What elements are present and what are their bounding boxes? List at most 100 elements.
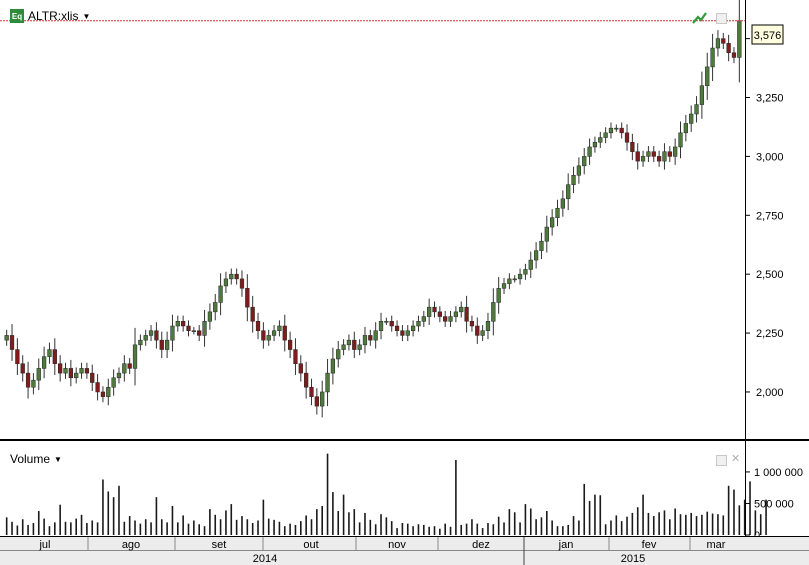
candle (710, 33, 715, 82)
candle-body (667, 151, 672, 157)
candle (555, 199, 560, 227)
candle-body (560, 198, 565, 209)
candle (68, 359, 73, 387)
candle (255, 312, 261, 340)
candle-body (528, 259, 533, 270)
volume-bar (497, 516, 500, 535)
maximize-icon[interactable] (716, 455, 727, 466)
last-price-label: 3,576 (754, 30, 782, 42)
candle-body (31, 379, 36, 388)
volume-bar (235, 519, 238, 535)
volume-bar (139, 523, 142, 535)
candle-body (710, 47, 715, 68)
candle-body (250, 306, 255, 322)
candle-body (726, 43, 731, 54)
candle-body (715, 38, 721, 49)
volume-bar (193, 520, 195, 535)
candle (100, 386, 106, 403)
month-label: ago (122, 539, 140, 551)
candle (544, 215, 549, 253)
candle (539, 232, 544, 260)
volume-bar (267, 518, 270, 535)
volume-bar (572, 516, 575, 535)
volume-bar (733, 489, 735, 535)
price-tick-label: 2,750 (756, 210, 784, 222)
candle-body (384, 321, 389, 323)
candle (410, 320, 416, 337)
green-trend-icon[interactable] (692, 11, 708, 25)
candle-body (475, 325, 480, 336)
candle-body (576, 165, 582, 176)
candle-body (608, 127, 614, 134)
volume-bar (166, 522, 168, 535)
candle-body (287, 339, 293, 350)
candle (186, 320, 191, 337)
month-label: out (303, 539, 318, 551)
candle-body (357, 344, 362, 350)
volume-header[interactable]: Volume ▼ (10, 452, 62, 466)
candle-body (138, 339, 143, 346)
candle (266, 329, 271, 346)
volume-chart[interactable]: 1 000 000 500 000 0 (0, 441, 809, 536)
volume-bar (652, 516, 655, 535)
candle-body (544, 226, 549, 242)
candle-body (25, 372, 31, 388)
candle (197, 325, 202, 342)
candle (485, 312, 491, 340)
chevron-down-icon[interactable]: ▼ (54, 454, 62, 464)
chevron-down-icon[interactable]: ▼ (82, 11, 91, 21)
volume-bar (155, 497, 158, 535)
candle (400, 325, 405, 342)
volume-bar (107, 491, 110, 535)
candle (346, 334, 352, 351)
close-icon[interactable]: ✕ (731, 453, 741, 465)
candle-body (662, 151, 667, 162)
candle (357, 339, 362, 356)
candle (4, 329, 9, 346)
candle (58, 355, 63, 382)
candle (533, 242, 539, 269)
candle (517, 268, 523, 285)
volume-bar (80, 514, 83, 535)
volume-bar (182, 515, 184, 535)
volume-bar (476, 523, 479, 535)
candle-body (598, 137, 603, 143)
candle (469, 315, 475, 332)
maximize-icon[interactable] (716, 13, 727, 24)
candlestick-series (4, 0, 742, 418)
volume-bar (647, 512, 650, 535)
volume-bar (316, 509, 318, 535)
candle-body (325, 372, 330, 393)
candle (394, 320, 400, 337)
candle-body (721, 38, 726, 44)
symbol-label: ALTR:xlis (28, 9, 79, 23)
volume-bar (449, 526, 452, 535)
candle-body (143, 335, 148, 341)
volume-bar (743, 499, 746, 535)
volume-bar (433, 526, 436, 535)
candle-body (63, 368, 68, 374)
volume-bar (16, 525, 19, 535)
candle (373, 322, 378, 349)
candle (287, 331, 293, 359)
volume-bar (759, 514, 762, 535)
volume-bar (465, 523, 468, 535)
candle-body (614, 127, 619, 130)
volume-bar (32, 523, 35, 535)
candle (603, 127, 608, 144)
candle (277, 320, 282, 337)
volume-bar (241, 516, 243, 535)
candle (20, 355, 25, 382)
symbol-header[interactable]: Eq ALTR:xlis ▼ (10, 9, 90, 23)
volume-bar (246, 519, 249, 535)
candle (223, 271, 229, 294)
candle (234, 268, 239, 285)
candle-body (218, 285, 223, 303)
candle-body (656, 156, 662, 162)
volume-bar (599, 495, 602, 535)
candle (523, 263, 528, 280)
candle-body (582, 156, 587, 167)
candle (336, 341, 341, 368)
candle-body (106, 386, 111, 397)
